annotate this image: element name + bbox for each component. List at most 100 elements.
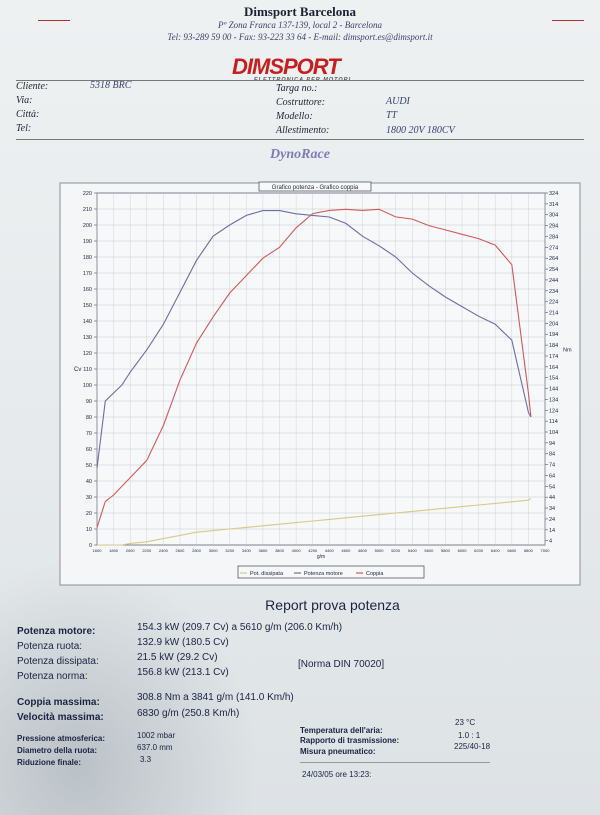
rapporto-label: Rapporto di trasmissione: [300, 736, 400, 745]
left-tick-label: 0 [89, 543, 92, 549]
x-tick-label: 6400 [491, 548, 501, 553]
potenza-norma-value: 156.8 kW (213.1 Cv) [137, 667, 229, 678]
left-tick-label: 170 [83, 271, 92, 277]
x-tick-label: 2800 [192, 548, 202, 553]
right-tick-label: 174 [549, 354, 558, 360]
allestimento-label: Allestimento: [276, 125, 330, 136]
norma-din: [Norma DIN 70020] [298, 659, 385, 670]
right-tick-label: 244 [549, 278, 558, 284]
left-axis-label: Cv [74, 367, 81, 373]
legend-box [237, 565, 425, 579]
x-tick-label: 2600 [176, 548, 186, 553]
diametro-label: Diametro della ruota: [17, 746, 98, 755]
targa-label: Targa no.: [276, 83, 318, 94]
left-tick-label: 100 [83, 383, 92, 389]
misura-value: 225/40-18 [454, 742, 491, 751]
x-tick-label: 4400 [325, 548, 335, 553]
series-potenza-motore-line [96, 210, 532, 469]
potenza-ruota-label: Potenza ruota: [17, 641, 83, 652]
left-tick-label: 120 [83, 351, 92, 357]
left-tick-label: 80 [86, 415, 92, 421]
right-tick-label: 54 [549, 484, 555, 490]
temperatura-value: 23 °C [455, 718, 476, 727]
x-tick-label: 5800 [441, 548, 451, 553]
potenza-motore-value: 154.3 kW (209.7 Cv) a 5610 g/m (206.0 Km… [137, 622, 343, 633]
right-tick-label: 284 [549, 234, 558, 240]
pressione-value: 1002 mbar [137, 731, 176, 740]
right-tick-label: 44 [549, 495, 555, 501]
right-tick-label: 104 [549, 430, 558, 436]
chart-title-box [258, 181, 372, 192]
left-tick-label: 70 [86, 431, 92, 437]
x-tick-label: 6600 [507, 548, 517, 553]
series-pot-dissipata-line [97, 498, 532, 546]
left-tick-label: 190 [83, 239, 92, 245]
right-tick-label: 84 [549, 452, 555, 458]
right-tick-label: 134 [549, 397, 558, 403]
company-address: Pº Zona Franca 137-139, local 2 - Barcel… [218, 20, 382, 30]
left-tick-label: 220 [83, 191, 92, 197]
potenza-norma-label: Potenza norma: [17, 671, 88, 682]
x-tick-label: 5400 [408, 548, 418, 553]
series-coppia-line [96, 208, 532, 528]
x-tick-label: 5200 [391, 548, 401, 553]
right-tick-label: 64 [549, 473, 555, 479]
x-axis-label: g/m [317, 554, 325, 560]
tel-label: Tel: [16, 123, 32, 134]
x-tick-label: 6800 [524, 548, 534, 553]
paper-shadow [0, 560, 260, 815]
modello-label: Modello: [276, 111, 313, 122]
right-tick-label: 114 [549, 419, 558, 425]
legend-label: Potenza motore [304, 571, 343, 577]
x-tick-label: 2400 [159, 548, 169, 553]
right-tick-label: 194 [549, 332, 558, 338]
right-tick-label: 214 [549, 311, 558, 317]
left-tick-label: 10 [86, 527, 92, 533]
x-tick-label: 1800 [109, 548, 119, 553]
potenza-motore-label: Potenza motore: [17, 626, 96, 637]
x-tick-label: 4600 [341, 548, 351, 553]
coppia-massima-value: 308.8 Nm a 3841 g/m (141.0 Km/h) [137, 692, 294, 703]
x-tick-label: 3000 [209, 548, 219, 553]
x-tick-label: 4200 [308, 548, 318, 553]
legend-label: Pot. dissipata [250, 571, 284, 577]
coppia-massima-label: Coppia massima: [17, 697, 100, 708]
right-tick-label: 294 [549, 224, 558, 230]
client-divider [16, 139, 584, 140]
datetime-divider [300, 762, 490, 763]
right-tick-label: 34 [549, 506, 555, 512]
left-tick-label: 140 [83, 319, 92, 325]
velocita-massima-label: Velocità massima: [17, 712, 104, 723]
x-tick-label: 7000 [541, 548, 551, 553]
modello-value: TT [386, 110, 398, 121]
corner-mark-left [38, 20, 70, 21]
right-tick-label: 24 [549, 517, 555, 523]
potenza-ruota-value: 132.9 kW (180.5 Cv) [137, 637, 229, 648]
right-tick-label: 4 [549, 539, 552, 545]
costruttore-value: AUDI [386, 96, 410, 107]
potenza-dissipata-label: Potenza dissipata: [17, 656, 99, 667]
right-tick-label: 254 [549, 267, 558, 273]
company-name: Dimsport Barcelona [243, 4, 357, 19]
chart-title: Grafico potenza - Grafico coppia [272, 185, 359, 191]
legend-label: Coppia [366, 571, 384, 577]
via-label: Via: [16, 95, 33, 106]
right-tick-label: 304 [549, 213, 558, 219]
misura-label: Misura pneumatico: [300, 747, 376, 756]
corner-mark-right [552, 20, 584, 21]
right-tick-label: 324 [549, 191, 558, 197]
left-tick-label: 60 [86, 447, 92, 453]
temperatura-label: Temperatura dell'aria: [300, 726, 383, 735]
left-tick-label: 50 [86, 463, 92, 469]
rapporto-value: 1.0 : 1 [458, 731, 481, 740]
right-tick-label: 74 [549, 463, 555, 469]
right-tick-label: 14 [549, 528, 555, 534]
costruttore-label: Costruttore: [276, 97, 326, 108]
right-tick-label: 154 [549, 376, 558, 382]
potenza-dissipata-value: 21.5 kW (29.2 Cv) [137, 652, 218, 663]
diametro-value: 637.0 mm [137, 743, 173, 752]
left-tick-label: 180 [83, 255, 92, 261]
left-tick-label: 110 [83, 367, 92, 373]
report-datetime: 24/03/05 ore 13:23: [302, 770, 372, 779]
